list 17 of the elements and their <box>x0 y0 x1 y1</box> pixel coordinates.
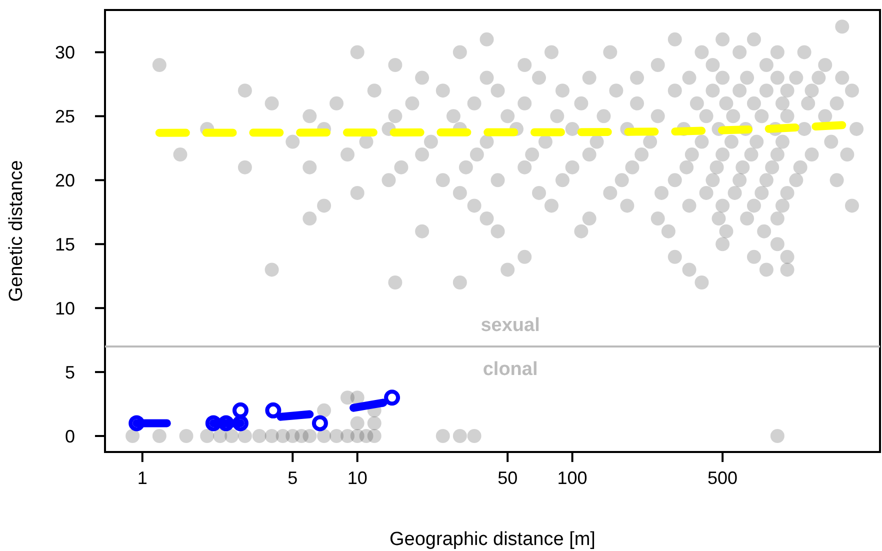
y-tick-label: 10 <box>54 298 75 318</box>
y-tick-label: 5 <box>64 362 75 382</box>
annotation: clonal <box>482 359 538 380</box>
x-tick-label: 100 <box>557 468 588 488</box>
y-tick-label: 0 <box>64 426 75 446</box>
x-tick-label: 1 <box>137 468 148 488</box>
y-tick-label: 20 <box>54 170 75 190</box>
x-tick-label: 50 <box>498 468 518 488</box>
x-tick-label: 500 <box>708 468 738 488</box>
annotation: sexual <box>480 315 540 336</box>
x-tick-label: 10 <box>347 468 368 488</box>
y-tick-label: 15 <box>54 234 75 254</box>
y-axis-title: Genetic distance <box>6 160 27 302</box>
x-tick-label: 5 <box>288 468 298 488</box>
y-tick-label: 25 <box>54 106 75 126</box>
x-axis-title: Geographic distance [m] <box>390 529 596 550</box>
y-tick-label: 30 <box>54 42 75 63</box>
